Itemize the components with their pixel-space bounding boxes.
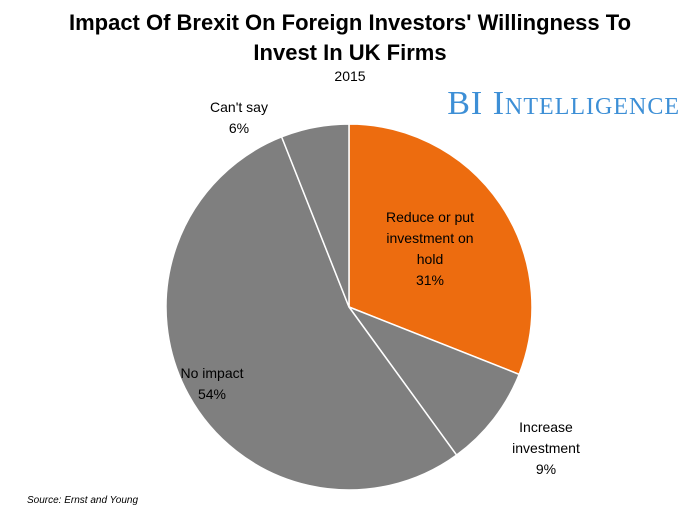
slice-label-can-t-say: Can't say 6% (210, 99, 268, 136)
slice-label-no-impact: No impact 54% (180, 365, 243, 402)
bi-intelligence-logo: BI Intelligence (447, 85, 680, 122)
slice-label-reduce-or-put-investment-on-hold: Reduce or put investment on hold 31% (386, 209, 474, 288)
slice-label-increase-investment: Increase investment 9% (512, 419, 580, 477)
pie-slice-no-impact (165, 135, 458, 491)
pie-slice-increase-investment (346, 305, 521, 457)
pie-slice-reduce-or-put-investment-on-hold (348, 123, 533, 376)
chart-title: Impact Of Brexit On Foreign Investors' W… (0, 8, 700, 68)
source-note: Source: Ernst and Young (27, 495, 139, 506)
pie-slice-can-t-say (280, 123, 350, 308)
chart-title-line-1: Impact Of Brexit On Foreign Investors' W… (68, 10, 632, 35)
chart-title-line-2: Invest In UK Firms (253, 40, 447, 65)
chart-subtitle: 2015 (334, 68, 366, 84)
